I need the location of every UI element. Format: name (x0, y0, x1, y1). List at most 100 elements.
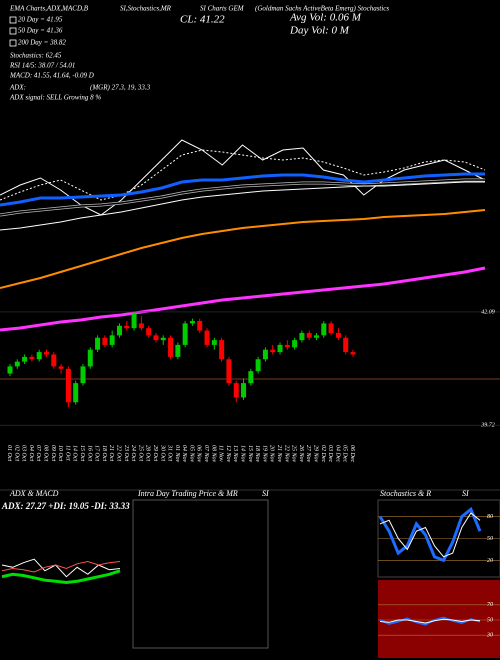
candle-body (73, 383, 79, 403)
x-tick-label: 08 Oct (42, 445, 48, 461)
annotation: RSI 14/5: 38.07 / 54.01 (9, 62, 75, 70)
x-tick-label: 25 Nov (291, 445, 297, 463)
annotation: (MGR) 27.3, 19, 33.3 (90, 84, 151, 92)
candle-body (248, 371, 254, 384)
candle-body (95, 337, 101, 350)
candle-body (284, 344, 290, 348)
x-tick-label: 12 Nov (225, 445, 231, 463)
candle-body (43, 352, 49, 355)
x-tick-label: 29 Oct (152, 445, 158, 461)
x-tick-label: 27 Nov (305, 445, 311, 463)
x-tick-label: 11 Oct (64, 445, 70, 461)
x-tick-label: 02 Oct (13, 445, 19, 461)
annotation: EMA Charts,ADX,MACD,B (9, 5, 89, 13)
y-tick-label: 50 (487, 617, 493, 623)
x-tick-label: 15 Oct (79, 445, 85, 461)
y-tick-label: 80 (487, 514, 493, 520)
line-series (1, 569, 121, 585)
x-tick-label: 24 Oct (130, 445, 137, 461)
x-tick-label: 10 Oct (57, 445, 63, 461)
candle-body (292, 340, 298, 348)
line-series (1, 560, 121, 573)
candle-body (29, 356, 35, 360)
candle-body (211, 340, 217, 345)
candle-body (321, 323, 327, 336)
x-tick-label: 08 Nov (210, 445, 216, 463)
candle-body (226, 359, 232, 384)
x-tick-label: 21 Oct (108, 445, 114, 461)
panel-title: Intra Day Trading Price & MR (137, 489, 238, 498)
candle-body (189, 321, 195, 324)
candle-body (255, 359, 261, 372)
candle-body (277, 344, 283, 353)
candle-body (131, 313, 137, 329)
candle-body (14, 361, 20, 367)
x-tick-label: 07 Oct (35, 445, 41, 461)
candle-body (314, 335, 320, 338)
x-tick-label: 14 Oct (72, 445, 79, 461)
x-tick-label: 04 Dec (334, 445, 341, 462)
x-tick-label: 19 Nov (261, 445, 267, 463)
x-tick-label: 03 Dec (327, 445, 333, 462)
x-tick-label: 06 Nov (196, 445, 202, 463)
candle-body (80, 366, 86, 384)
candle-body (65, 368, 71, 403)
annotation: CL: 41.22 (180, 14, 225, 26)
candle-body (343, 337, 349, 353)
candle-body (116, 325, 122, 336)
x-tick-label: 01 Nov (174, 445, 180, 463)
candle-body (36, 352, 42, 360)
line-series (0, 172, 485, 207)
candle-body (182, 323, 188, 345)
candle-body (328, 323, 334, 333)
line-series (0, 181, 485, 231)
candle-body (233, 383, 239, 398)
annotation: Stochastics: 62.45 (10, 52, 62, 60)
line-series (1, 558, 121, 578)
y-tick-label: 20 (487, 558, 493, 564)
panel-subtitle: ADX: 27.27 +DI: 19.05 -DI: 33.33 (1, 501, 130, 511)
candle-body (109, 335, 115, 345)
annotation: SI,Stochastics,MR (120, 5, 172, 13)
candle-body (197, 321, 203, 331)
y-tick-label: 39.72 (480, 423, 495, 429)
x-tick-label: 26 Nov (298, 445, 304, 463)
candle-body (51, 354, 57, 367)
y-tick-label: 50 (487, 536, 493, 542)
y-tick-label: 42.09 (481, 308, 495, 315)
x-tick-label: 28 Oct (145, 445, 151, 461)
candle-body (153, 335, 159, 341)
x-tick-label: 31 Oct (167, 444, 173, 461)
panel-subtitle: SI (462, 489, 469, 498)
candle-body (22, 356, 28, 362)
annotation: ADX: (9, 84, 26, 92)
x-tick-label: 18 Nov (254, 445, 260, 463)
candle-body (168, 337, 174, 357)
annotation: SI Charts GEM (200, 5, 245, 13)
candle-body (350, 352, 356, 355)
x-tick-label: 01 Oct (6, 445, 12, 461)
x-tick-label: 17 Oct (94, 445, 100, 461)
x-tick-label: 20 Nov (269, 445, 275, 463)
x-tick-label: 09 Oct (50, 445, 56, 461)
annotation: 50 Day = 41.36 (18, 27, 63, 35)
x-tick-label: 06 Dec (349, 445, 355, 462)
line-series (379, 512, 481, 558)
intraday-box (132, 499, 269, 649)
panel-title: Stochastics & R (380, 489, 431, 498)
candle-body (146, 328, 152, 336)
candle-body (204, 330, 210, 345)
x-tick-label: 05 Nov (188, 445, 194, 463)
x-tick-label: 04 Oct (28, 445, 35, 461)
x-tick-label: 05 Dec (342, 445, 348, 462)
line-series-gap (0, 179, 485, 216)
legend-box (9, 27, 17, 35)
x-tick-label: 21 Nov (276, 445, 282, 463)
candle-body (262, 349, 268, 360)
line-series (378, 506, 482, 563)
candle-body (138, 323, 144, 329)
legend-box (9, 39, 17, 47)
line-series (0, 266, 486, 332)
